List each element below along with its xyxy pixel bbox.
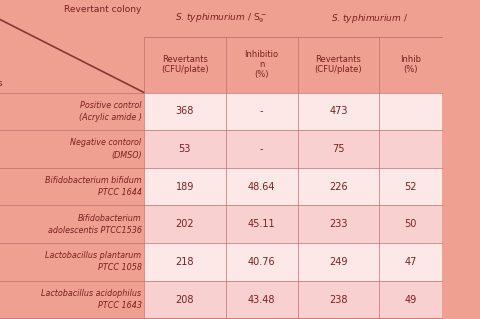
Text: -: - — [260, 106, 264, 116]
Text: Bifidobacterium: Bifidobacterium — [78, 214, 142, 223]
Bar — [0, 93, 144, 130]
Text: 233: 233 — [329, 219, 348, 229]
Text: 202: 202 — [176, 219, 194, 229]
Text: $\mathit{S}$. $\mathit{typhimurium}$ /: $\mathit{S}$. $\mathit{typhimurium}$ / — [331, 12, 408, 25]
Text: 40.76: 40.76 — [248, 257, 276, 267]
Text: 368: 368 — [176, 106, 194, 116]
Text: 473: 473 — [329, 106, 348, 116]
Text: 47: 47 — [404, 257, 417, 267]
Text: 52: 52 — [404, 182, 417, 192]
Bar — [144, 243, 442, 281]
Text: Lactobacillus plantarum: Lactobacillus plantarum — [46, 251, 142, 260]
Text: Lactobacillus acidophilus: Lactobacillus acidophilus — [41, 289, 142, 298]
Text: 249: 249 — [329, 257, 348, 267]
Text: PTCC 1643: PTCC 1643 — [97, 301, 142, 310]
Text: 208: 208 — [176, 294, 194, 305]
Text: 226: 226 — [329, 182, 348, 192]
Text: adolescentis PTCC1536: adolescentis PTCC1536 — [48, 226, 142, 235]
Text: Positive control: Positive control — [80, 101, 142, 110]
Text: 45.11: 45.11 — [248, 219, 276, 229]
Text: 75: 75 — [332, 144, 345, 154]
Bar — [0, 130, 144, 168]
Text: (DMSO): (DMSO) — [111, 151, 142, 160]
Text: Inhib
(%): Inhib (%) — [400, 55, 421, 74]
Text: -: - — [260, 144, 264, 154]
Text: 43.48: 43.48 — [248, 294, 276, 305]
Text: 189: 189 — [176, 182, 194, 192]
Bar — [0, 281, 144, 318]
Bar — [144, 93, 442, 130]
Text: 53: 53 — [179, 144, 191, 154]
Bar — [0, 243, 144, 281]
Text: 50: 50 — [404, 219, 417, 229]
Text: Revertant colony: Revertant colony — [64, 5, 142, 14]
Text: PTCC 1644: PTCC 1644 — [97, 188, 142, 197]
Bar — [0, 168, 144, 205]
Text: Inhibitio
n
(%): Inhibitio n (%) — [244, 50, 279, 79]
Bar — [0, 205, 144, 243]
Text: Samples: Samples — [0, 79, 2, 88]
Bar — [144, 130, 442, 168]
Text: Revertants
(CFU/plate): Revertants (CFU/plate) — [161, 55, 209, 74]
Bar — [144, 205, 442, 243]
Text: Bifidobacterium bifidum: Bifidobacterium bifidum — [45, 176, 142, 185]
Text: 49: 49 — [404, 294, 417, 305]
Text: 218: 218 — [176, 257, 194, 267]
Bar — [144, 281, 442, 318]
Text: 48.64: 48.64 — [248, 182, 276, 192]
Text: (Acrylic amide ): (Acrylic amide ) — [79, 113, 142, 122]
Text: PTCC 1058: PTCC 1058 — [97, 263, 142, 272]
Text: Negative contorol: Negative contorol — [71, 138, 142, 147]
Text: $\mathit{S}$. $\mathit{typhimurium}$ / S$_9^-$: $\mathit{S}$. $\mathit{typhimurium}$ / S… — [175, 11, 267, 25]
Bar — [144, 168, 442, 205]
Text: 238: 238 — [329, 294, 348, 305]
Text: Revertants
(CFU/plate): Revertants (CFU/plate) — [314, 55, 362, 74]
